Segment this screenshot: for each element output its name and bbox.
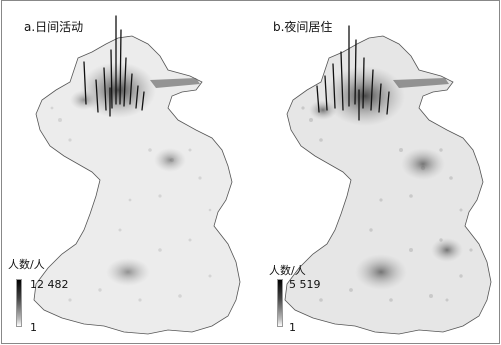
legend-max-daytime: 12 482 (30, 278, 69, 291)
panel-daytime: a.日间活动 人数/人 12 482 1 (0, 0, 250, 345)
legend-min-daytime: 1 (30, 321, 37, 334)
legend-title-daytime: 人数/人 (8, 258, 45, 271)
panel-title-daytime: a.日间活动 (24, 20, 84, 34)
panel-nighttime: b.夜间居住 人数/人 5 519 1 (251, 0, 501, 345)
nighttime-population-map (284, 25, 492, 335)
legend-colorbar-nighttime (277, 279, 283, 327)
region-outline (33, 35, 241, 335)
legend-min-nighttime: 1 (289, 321, 296, 334)
legend-title-nighttime: 人数/人 (269, 264, 306, 277)
legend-max-nighttime: 5 519 (289, 278, 321, 291)
panel-title-nighttime: b.夜间居住 (273, 20, 333, 34)
daytime-population-map (33, 15, 241, 335)
legend-colorbar-daytime (16, 279, 22, 327)
